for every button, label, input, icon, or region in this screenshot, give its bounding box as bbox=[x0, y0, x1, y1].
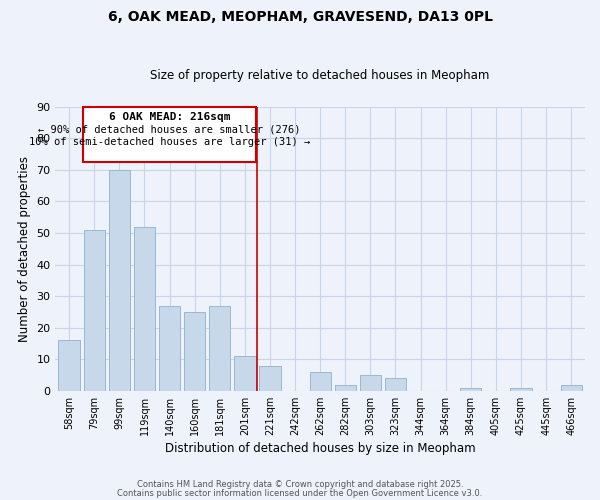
Bar bbox=[511, 388, 532, 391]
Bar bbox=[209, 306, 230, 391]
Bar bbox=[560, 384, 582, 391]
Text: 6 OAK MEAD: 216sqm: 6 OAK MEAD: 216sqm bbox=[109, 112, 230, 122]
Bar bbox=[58, 340, 80, 391]
Text: Contains HM Land Registry data © Crown copyright and database right 2025.: Contains HM Land Registry data © Crown c… bbox=[137, 480, 463, 489]
Bar bbox=[335, 384, 356, 391]
Text: 6, OAK MEAD, MEOPHAM, GRAVESEND, DA13 0PL: 6, OAK MEAD, MEOPHAM, GRAVESEND, DA13 0P… bbox=[107, 10, 493, 24]
Text: Contains public sector information licensed under the Open Government Licence v3: Contains public sector information licen… bbox=[118, 488, 482, 498]
Bar bbox=[109, 170, 130, 391]
Bar bbox=[134, 226, 155, 391]
X-axis label: Distribution of detached houses by size in Meopham: Distribution of detached houses by size … bbox=[165, 442, 475, 455]
Bar bbox=[310, 372, 331, 391]
Y-axis label: Number of detached properties: Number of detached properties bbox=[18, 156, 31, 342]
Bar bbox=[159, 306, 180, 391]
Title: Size of property relative to detached houses in Meopham: Size of property relative to detached ho… bbox=[151, 69, 490, 82]
Bar bbox=[234, 356, 256, 391]
Bar bbox=[259, 366, 281, 391]
Bar bbox=[360, 375, 381, 391]
FancyBboxPatch shape bbox=[83, 107, 256, 162]
Text: 10% of semi-detached houses are larger (31) →: 10% of semi-detached houses are larger (… bbox=[29, 137, 310, 147]
Bar bbox=[385, 378, 406, 391]
Text: ← 90% of detached houses are smaller (276): ← 90% of detached houses are smaller (27… bbox=[38, 124, 301, 134]
Bar bbox=[460, 388, 481, 391]
Bar bbox=[184, 312, 205, 391]
Bar bbox=[83, 230, 105, 391]
